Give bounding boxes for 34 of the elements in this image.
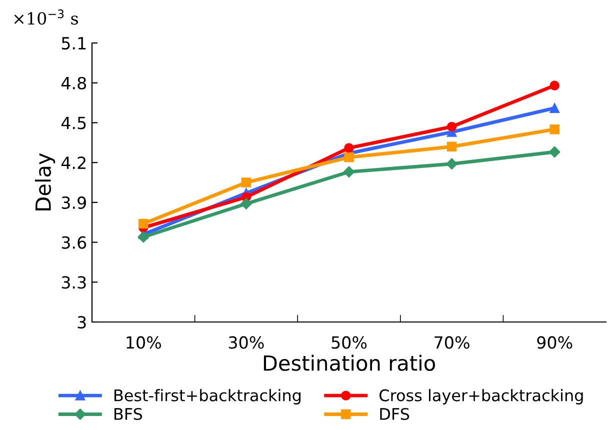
x-axis-title: Destination ratio <box>264 354 435 371</box>
legend-label: Best-first+backtracking <box>114 389 301 404</box>
x-tick-label: 70% <box>434 336 470 349</box>
y-tick-label: 3 <box>78 316 86 329</box>
y-tick-label: 4.5 <box>61 116 86 130</box>
y-tick-label: 4.8 <box>61 76 86 90</box>
point <box>241 178 252 188</box>
point <box>138 218 148 229</box>
legend-label: DFS <box>380 408 410 420</box>
point <box>240 198 252 210</box>
point <box>344 152 354 162</box>
point <box>550 124 560 134</box>
point <box>344 143 354 153</box>
y-tick-label: 5.1 <box>62 37 86 50</box>
point <box>446 122 457 132</box>
y-tick-label: 4.2 <box>61 156 86 169</box>
point <box>138 231 150 243</box>
point <box>446 142 457 152</box>
text: ×10$^{−3}$ s <box>14 9 78 25</box>
x-tick-label: 30% <box>228 336 264 349</box>
y-tick-label: 3.6 <box>62 236 86 249</box>
point <box>446 158 458 170</box>
y-tick-label: 3.3 <box>62 276 86 289</box>
point <box>550 103 560 113</box>
x-tick-label: 10% <box>126 336 161 349</box>
legend-label: Cross layer+backtracking <box>380 389 583 404</box>
point <box>550 80 560 90</box>
y-tick-label: 3.9 <box>62 196 86 209</box>
point <box>548 146 560 158</box>
x-tick-label: 90% <box>537 336 572 349</box>
point <box>343 166 355 178</box>
y-axis-title: Delay <box>34 153 56 210</box>
legend-label: BFS <box>114 408 142 420</box>
x-tick-label: 50% <box>332 336 367 349</box>
